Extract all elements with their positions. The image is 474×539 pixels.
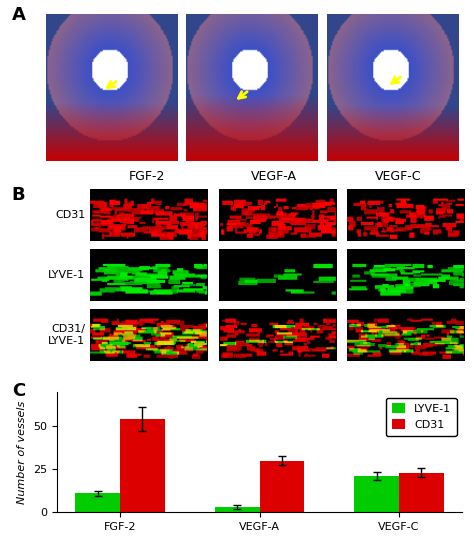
Text: FGF-2: FGF-2 [129, 170, 165, 183]
Bar [355, 476, 399, 512]
Text: B: B [12, 186, 26, 204]
Legend: LYVE-1, CD31: LYVE-1, CD31 [386, 397, 456, 436]
Bar [399, 473, 444, 512]
Text: A: A [12, 6, 26, 24]
Text: CD31: CD31 [55, 210, 85, 220]
Bar [215, 507, 259, 512]
Text: VEGF-A: VEGF-A [251, 170, 297, 183]
Text: C: C [12, 382, 25, 400]
Text: VEGF-C: VEGF-C [375, 170, 421, 183]
Text: CD31/
LYVE-1: CD31/ LYVE-1 [48, 324, 85, 345]
Bar [120, 419, 164, 512]
Bar [259, 461, 304, 512]
Text: LYVE-1: LYVE-1 [48, 270, 85, 280]
Y-axis label: Number of vessels: Number of vessels [18, 400, 27, 503]
Bar [75, 493, 120, 512]
